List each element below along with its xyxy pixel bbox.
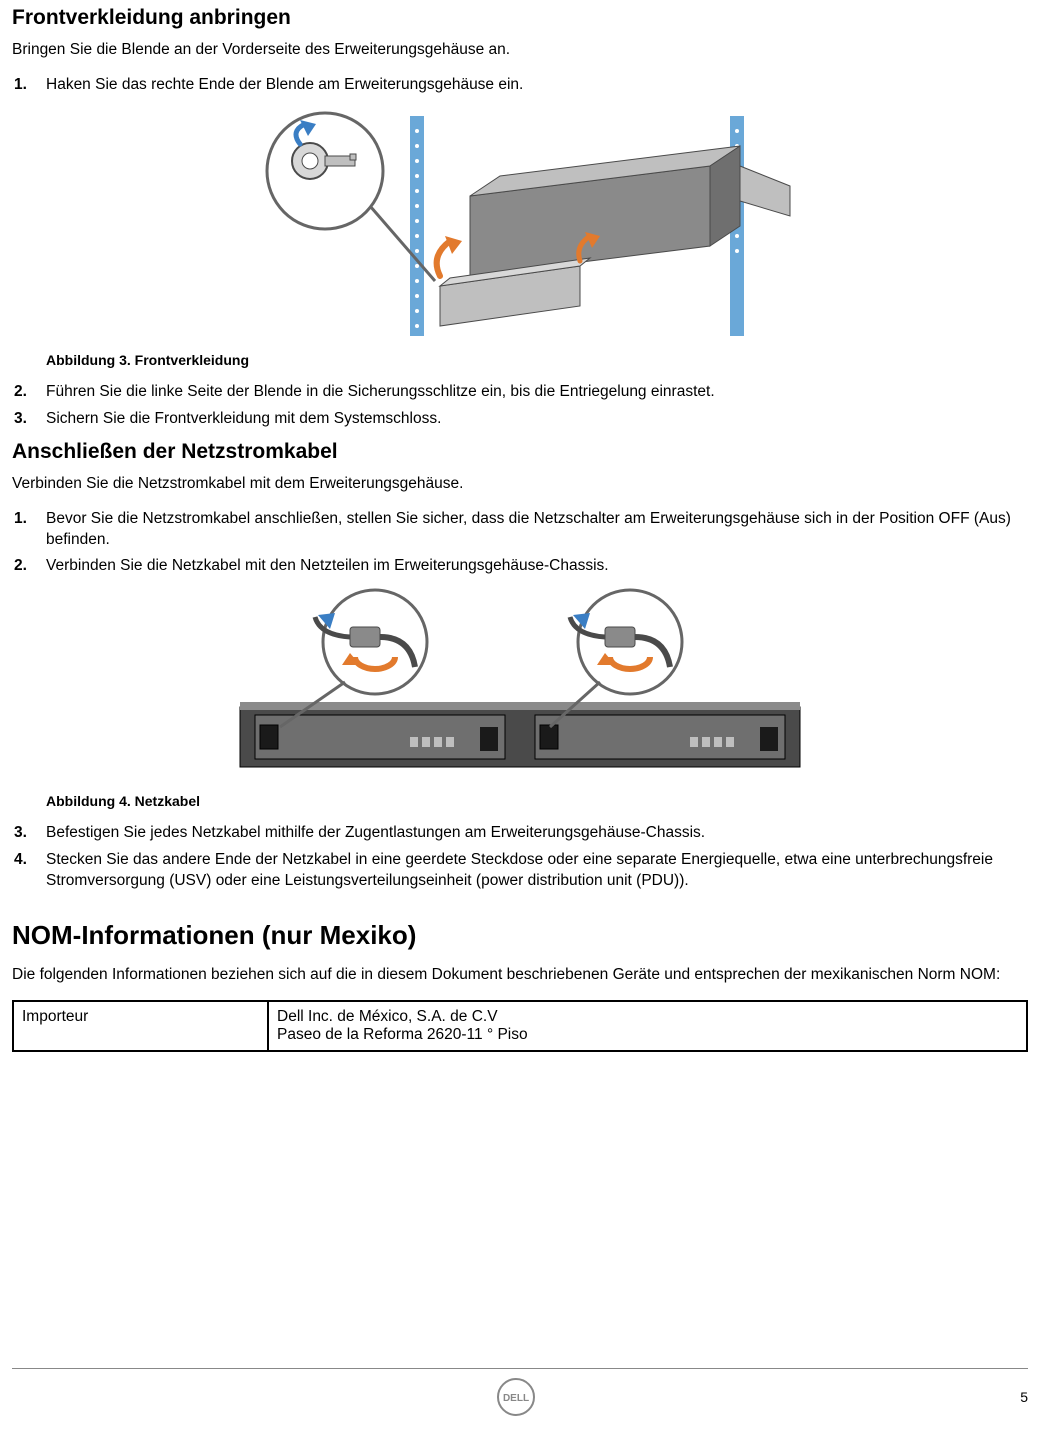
list-item: Haken Sie das rechte Ende der Blende am … <box>12 75 1028 96</box>
list-item: Sichern Sie die Frontverkleidung mit dem… <box>12 409 1028 430</box>
svg-text:DELL: DELL <box>503 1393 529 1404</box>
section1-steps-b: Führen Sie die linke Seite der Blende in… <box>12 382 1028 430</box>
bezel-illustration <box>240 106 800 346</box>
section3-heading: NOM-Informationen (nur Mexiko) <box>12 920 1028 951</box>
figure-3 <box>12 106 1028 346</box>
table-row: Importeur Dell Inc. de México, S.A. de C… <box>13 1001 1027 1051</box>
section1-intro: Bringen Sie die Blende an der Vorderseit… <box>12 40 1028 61</box>
list-item: Befestigen Sie jedes Netzkabel mithilfe … <box>12 823 1028 844</box>
page-number: 5 <box>1020 1389 1028 1405</box>
power-cable-illustration <box>200 587 840 787</box>
section2-heading: Anschließen der Netzstromkabel <box>12 440 1028 464</box>
list-item: Stecken Sie das andere Ende der Netzkabe… <box>12 850 1028 892</box>
figure-3-caption: Abbildung 3. Frontverkleidung <box>12 352 1028 368</box>
section2-steps-a: Bevor Sie die Netzstromkabel anschließen… <box>12 509 1028 578</box>
nom-table: Importeur Dell Inc. de México, S.A. de C… <box>12 1000 1028 1052</box>
nom-label: Importeur <box>13 1001 268 1051</box>
dell-logo-icon: DELL <box>496 1377 536 1417</box>
section1-heading: Frontverkleidung anbringen <box>12 6 1028 30</box>
section2-intro: Verbinden Sie die Netzstromkabel mit dem… <box>12 474 1028 495</box>
list-item: Verbinden Sie die Netzkabel mit den Netz… <box>12 556 1028 577</box>
list-item: Führen Sie die linke Seite der Blende in… <box>12 382 1028 403</box>
page-footer: DELL 5 <box>12 1368 1028 1417</box>
section1-steps-a: Haken Sie das rechte Ende der Blende am … <box>12 75 1028 96</box>
section3-intro: Die folgenden Informationen beziehen sic… <box>12 965 1028 986</box>
nom-value: Dell Inc. de México, S.A. de C.V Paseo d… <box>268 1001 1027 1051</box>
figure-4-caption: Abbildung 4. Netzkabel <box>12 793 1028 809</box>
list-item: Bevor Sie die Netzstromkabel anschließen… <box>12 509 1028 551</box>
section2-steps-b: Befestigen Sie jedes Netzkabel mithilfe … <box>12 823 1028 892</box>
figure-4 <box>12 587 1028 787</box>
